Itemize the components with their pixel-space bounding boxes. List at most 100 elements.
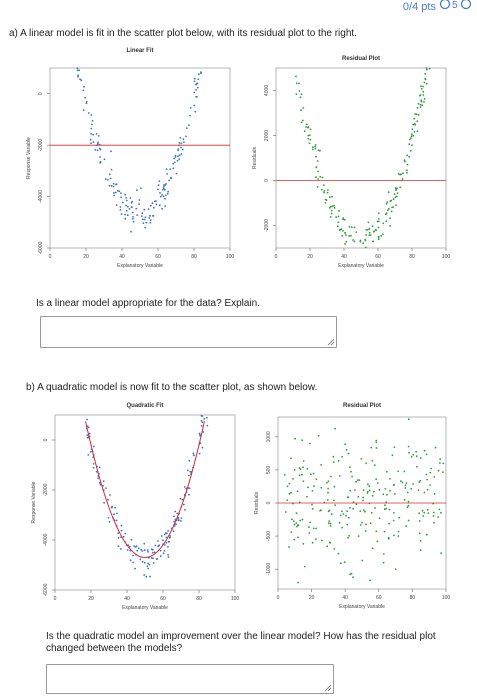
data-point	[333, 204, 335, 207]
data-point	[110, 168, 113, 171]
data-point	[400, 480, 402, 483]
data-point	[350, 234, 352, 237]
data-point	[327, 510, 330, 513]
data-point	[433, 476, 436, 478]
data-point	[375, 478, 378, 481]
resize-handle-icon[interactable]	[326, 337, 335, 346]
data-point	[410, 133, 413, 135]
data-point	[395, 189, 397, 192]
data-point	[410, 135, 413, 138]
data-point	[143, 574, 146, 576]
data-point	[425, 67, 428, 69]
data-point	[164, 205, 167, 208]
data-point	[143, 542, 146, 545]
x-tick-label: 100	[231, 596, 240, 602]
data-point	[195, 83, 197, 86]
data-point	[359, 524, 362, 526]
data-point	[326, 481, 328, 484]
data-point	[311, 148, 314, 151]
data-point	[120, 548, 122, 550]
data-point	[128, 208, 131, 210]
data-point	[292, 478, 294, 480]
data-point	[198, 452, 201, 455]
data-point	[125, 210, 128, 212]
data-point	[419, 106, 422, 108]
data-point	[193, 80, 196, 83]
answer-b-textarea[interactable]	[46, 664, 334, 694]
data-point	[124, 193, 126, 196]
data-point	[404, 484, 407, 486]
x-axis-label: Explanatory Variable	[338, 263, 384, 269]
data-point	[173, 157, 176, 160]
data-point	[314, 145, 316, 148]
data-point	[124, 532, 127, 535]
data-point	[406, 169, 408, 172]
chart-linear-fit: Linear Fit 0 20 40 60 80 100 Explanatory Variab…	[26, 48, 234, 269]
answer-a-textarea[interactable]	[40, 316, 337, 348]
data-point	[371, 459, 374, 462]
data-point	[150, 204, 152, 207]
data-point	[178, 142, 181, 144]
data-point	[373, 230, 376, 233]
data-point	[367, 483, 369, 486]
data-point	[136, 214, 139, 217]
data-point	[327, 480, 330, 483]
data-point	[181, 498, 184, 501]
data-point	[344, 243, 346, 245]
data-point	[165, 542, 168, 544]
resize-handle-icon[interactable]	[323, 683, 332, 692]
data-point	[113, 513, 115, 516]
data-point	[419, 94, 421, 97]
data-point	[163, 549, 166, 552]
data-point	[383, 530, 386, 533]
refresh-icon[interactable]: 5	[439, 0, 473, 11]
data-point	[163, 184, 165, 186]
data-point	[394, 187, 397, 189]
data-point	[333, 499, 335, 502]
data-point	[169, 536, 171, 539]
data-point	[339, 514, 342, 517]
data-point	[110, 185, 113, 187]
data-point	[423, 98, 426, 100]
plot-frame	[275, 67, 447, 249]
data-point	[345, 449, 348, 451]
plot-frame	[49, 67, 231, 249]
x-tick-label: 80	[409, 254, 415, 260]
data-point	[422, 515, 425, 517]
y-tick-label: -6000	[43, 583, 49, 596]
data-point	[302, 460, 305, 462]
data-point	[314, 147, 317, 150]
data-point	[135, 207, 138, 210]
data-point	[423, 101, 425, 103]
score-text: 0/4 pts	[402, 1, 436, 13]
data-point	[317, 178, 319, 180]
data-point	[353, 240, 356, 243]
data-point	[354, 489, 356, 491]
data-point	[320, 486, 323, 489]
data-point	[358, 479, 361, 481]
data-point	[189, 114, 192, 117]
data-point	[112, 185, 115, 188]
data-point	[173, 161, 176, 164]
data-point	[397, 470, 400, 473]
data-point	[201, 446, 204, 449]
data-point	[362, 509, 365, 511]
data-point	[368, 489, 371, 492]
data-point	[165, 168, 168, 171]
data-point	[345, 240, 348, 243]
data-point	[408, 143, 411, 146]
data-point	[350, 572, 353, 575]
data-point	[418, 520, 421, 522]
data-point	[337, 221, 340, 224]
data-point	[432, 515, 435, 517]
data-point	[342, 218, 344, 221]
fit-curve	[85, 421, 205, 559]
data-point	[131, 211, 134, 214]
data-point	[333, 548, 336, 550]
data-point	[130, 201, 133, 204]
data-point	[98, 466, 101, 469]
data-point	[164, 194, 167, 197]
data-point	[301, 518, 304, 521]
data-point	[341, 526, 344, 529]
data-point	[83, 85, 85, 88]
